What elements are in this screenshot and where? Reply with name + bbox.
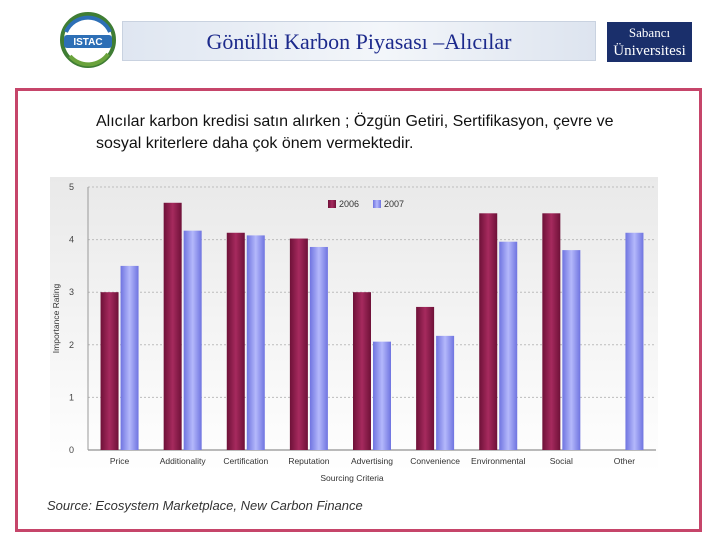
x-tick-label: Price: [110, 456, 130, 466]
legend-swatch-2007: [373, 200, 381, 208]
x-tick-label: Convenience: [410, 456, 460, 466]
bar-chart: 0 1 2 3 4 5 Price Additionality Certification Rep…: [50, 177, 658, 492]
x-tick-label: Additionality: [160, 456, 207, 466]
bar-2006-price: [100, 292, 119, 450]
y-axis-title: Importance Rating: [51, 284, 61, 354]
bar-2007-other: [625, 232, 644, 450]
bar-2007-convenience: [436, 335, 455, 450]
x-tick-label: Other: [614, 456, 635, 466]
x-tick-label: Environmental: [471, 456, 525, 466]
bar-2007-advertising: [373, 341, 391, 450]
subtitle-text: Alıcılar karbon kredisi satın alırken ; …: [96, 113, 614, 152]
title-bar: Gönüllü Karbon Piyasası –Alıcılar: [122, 21, 596, 61]
bar-2007-environmental: [499, 241, 518, 450]
x-tick-label: Reputation: [288, 456, 329, 466]
bar-2006-advertising: [353, 292, 371, 450]
bar-2006-reputation: [289, 238, 308, 450]
bar-2007-certification: [246, 235, 265, 450]
legend-swatch-2006: [328, 200, 336, 208]
legend-label-2006: 2006: [339, 199, 359, 209]
bar-2006-environmental: [479, 213, 498, 450]
y-tick-label: 5: [69, 182, 74, 192]
bar-2006-convenience: [416, 306, 435, 450]
istac-logo-text: ISTAC: [73, 37, 102, 48]
bar-2006-certification: [226, 232, 245, 450]
y-tick-label: 2: [69, 340, 74, 350]
bar-2007-reputation: [309, 246, 328, 450]
content-frame: [15, 88, 702, 532]
sabanci-logo-line2: Üniversitesi: [613, 43, 686, 59]
bar-2007-social: [562, 250, 581, 450]
y-tick-label: 1: [69, 392, 74, 402]
istac-logo: ISTAC: [58, 10, 118, 70]
y-tick-label: 3: [69, 287, 74, 297]
sabanci-logo-line1: Sabancı: [628, 25, 671, 40]
bar-2006-additionality: [163, 202, 182, 450]
x-tick-label: Social: [550, 456, 573, 466]
x-axis-title: Sourcing Criteria: [320, 473, 384, 483]
y-tick-label: 0: [69, 445, 74, 455]
source-note: Source: Ecosystem Marketplace, New Carbo…: [47, 498, 363, 513]
page-title: Gönüllü Karbon Piyasası –Alıcılar: [206, 29, 512, 54]
bar-2006-social: [542, 213, 561, 450]
bar-2007-price: [120, 265, 139, 450]
y-tick-label: 4: [69, 235, 74, 245]
chart-svg: 0 1 2 3 4 5 Price Additionality Certification Rep…: [50, 177, 658, 483]
bar-2007-additionality: [183, 230, 202, 450]
x-tick-label: Advertising: [351, 456, 393, 466]
legend-label-2007: 2007: [384, 199, 404, 209]
x-tick-label: Certification: [223, 456, 268, 466]
sabanci-logo: Sabancı Üniversitesi: [607, 22, 692, 62]
